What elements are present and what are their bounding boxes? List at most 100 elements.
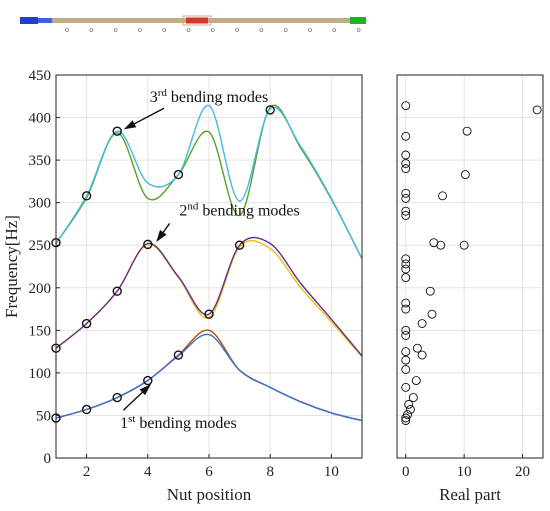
series-line-2 bbox=[55, 333, 363, 422]
scatter-point bbox=[401, 101, 411, 111]
annotation-arrowhead-1 bbox=[139, 384, 152, 396]
rod-node-marker bbox=[65, 28, 69, 32]
scatter-point bbox=[462, 126, 472, 136]
left-y-tick-label: 50 bbox=[36, 408, 51, 424]
left-y-tick-label: 450 bbox=[29, 68, 52, 84]
rod-node-marker bbox=[332, 28, 337, 32]
scatter-point bbox=[401, 206, 411, 216]
rod-node-marker bbox=[259, 28, 264, 32]
rod-left-end bbox=[20, 17, 38, 24]
scatter-point bbox=[401, 298, 411, 308]
left-annotations: 1st bending modes 2nd bending modes 3rd be… bbox=[120, 87, 300, 432]
right-x-axis-label: Real part bbox=[439, 485, 501, 504]
scatter-point bbox=[401, 131, 411, 141]
rod-nut bbox=[186, 17, 208, 24]
scatter-point bbox=[401, 259, 411, 269]
frequency-chart: 1st bending modes 2nd bending modes 3rd be… bbox=[2, 68, 363, 504]
left-y-tick-label: 150 bbox=[29, 323, 52, 339]
left-y-tick-label: 400 bbox=[29, 111, 52, 127]
mode-marker bbox=[173, 350, 184, 360]
scatter-point bbox=[401, 355, 411, 365]
mode-marker bbox=[143, 375, 153, 386]
left-y-tick-label: 350 bbox=[29, 153, 52, 169]
scatter-point bbox=[411, 376, 421, 385]
left-x-tick-label: 10 bbox=[324, 464, 339, 480]
mode-marker bbox=[265, 105, 275, 115]
annotation-label-1: 1st bending modes bbox=[120, 413, 237, 432]
scatter-point bbox=[401, 188, 411, 198]
scatter-point bbox=[404, 399, 414, 409]
left-y-tick-label: 0 bbox=[44, 451, 52, 467]
series-line-4 bbox=[55, 236, 363, 357]
rod-node-marker bbox=[138, 28, 142, 32]
rod-node-marker bbox=[235, 28, 239, 32]
mode-marker bbox=[112, 126, 122, 136]
real-part-chart: 0 10 20 Real part bbox=[396, 74, 544, 504]
scatter-point bbox=[401, 273, 411, 283]
annotation-arrowhead-2 bbox=[156, 229, 167, 242]
left-x-axis-label: Nut position bbox=[167, 485, 252, 504]
left-x-tick-label: 4 bbox=[144, 464, 152, 480]
scatter-point bbox=[427, 309, 437, 319]
scatter-point bbox=[405, 405, 415, 414]
scatter-point bbox=[401, 365, 411, 374]
right-x-ticks: 0 10 20 bbox=[402, 454, 530, 480]
scatter-point bbox=[401, 264, 411, 274]
left-x-tick-label: 2 bbox=[83, 464, 91, 480]
rod-node-marker bbox=[186, 28, 191, 32]
mode-marker bbox=[81, 191, 92, 201]
left-markers bbox=[51, 105, 275, 423]
rod-node-marker bbox=[211, 28, 215, 32]
left-x-tick-label: 6 bbox=[205, 464, 213, 480]
annotation-label-3: 3rd bending modes bbox=[150, 87, 269, 106]
mode-marker bbox=[112, 286, 122, 296]
rod-node-marker bbox=[89, 28, 94, 32]
left-y-tick-label: 300 bbox=[29, 196, 52, 212]
right-x-tick-label: 10 bbox=[457, 464, 472, 480]
scatter-point bbox=[401, 150, 411, 160]
mode-marker bbox=[173, 169, 184, 180]
scatter-point bbox=[401, 159, 411, 168]
scatter-point bbox=[401, 304, 411, 314]
left-y-tick-label: 200 bbox=[29, 281, 52, 297]
mode-marker bbox=[81, 404, 92, 415]
scatter-point bbox=[429, 238, 439, 248]
scatter-point bbox=[401, 325, 411, 335]
mode-marker bbox=[234, 240, 245, 250]
left-y-axis-label: Frequency[Hz] bbox=[2, 215, 21, 318]
scatter-point bbox=[403, 410, 412, 420]
scatter-point bbox=[532, 105, 542, 115]
right-x-tick-label: 20 bbox=[515, 464, 530, 480]
scatter-point bbox=[401, 347, 411, 357]
rod-node-marker bbox=[162, 28, 166, 32]
right-plot-frame bbox=[396, 74, 544, 459]
scatter-point bbox=[460, 170, 470, 180]
mode-marker bbox=[81, 318, 92, 329]
rod-nut-frame bbox=[182, 15, 212, 26]
rod-diagram bbox=[20, 15, 366, 32]
scatter-point bbox=[401, 193, 411, 203]
right-grid bbox=[397, 74, 543, 459]
scatter-point bbox=[401, 382, 411, 392]
scatter-point bbox=[408, 393, 418, 403]
rod-node-marker bbox=[283, 28, 288, 32]
scatter-point bbox=[401, 416, 411, 426]
left-x-ticks: 2 4 6 8 10 bbox=[83, 454, 339, 480]
rod-left-cap bbox=[38, 18, 52, 23]
rod-right-end bbox=[350, 17, 366, 24]
series-line-6 bbox=[55, 104, 363, 260]
scatter-point bbox=[401, 164, 411, 174]
annotation-arrowhead-3 bbox=[123, 120, 137, 130]
left-y-ticks: 0 50 100 150 200 250 300 350 400 450 bbox=[29, 68, 60, 467]
left-y-tick-label: 100 bbox=[29, 366, 52, 382]
rod-node-marker bbox=[113, 28, 118, 32]
mode-marker bbox=[143, 239, 153, 250]
left-y-tick-label: 250 bbox=[29, 238, 52, 254]
right-scatter-points bbox=[401, 101, 542, 426]
scatter-point bbox=[459, 240, 469, 250]
scatter-point bbox=[417, 350, 427, 360]
scatter-point bbox=[417, 319, 427, 328]
scatter-point bbox=[401, 210, 411, 220]
scatter-point bbox=[412, 343, 422, 353]
